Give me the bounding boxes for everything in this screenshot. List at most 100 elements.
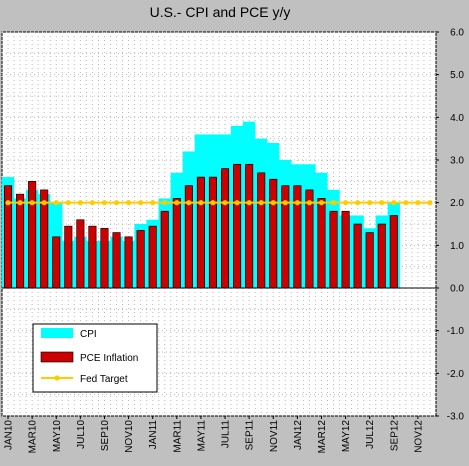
pce-bar: [245, 163, 254, 289]
pce-bar: [112, 232, 121, 289]
y-tick-label: 1.0: [450, 241, 464, 252]
pce-bar: [28, 181, 37, 289]
pce-bar: [220, 168, 230, 289]
fed-target-point: [89, 200, 96, 206]
fed-target-line: [5, 200, 433, 206]
legend-swatch-pce: [40, 351, 74, 363]
fed-target-point: [186, 200, 192, 206]
x-axis-ticks: JAN10 MAR10 MAY10 JUL10 SEP10 NOV10 JAN11 MAR11…: [4, 416, 424, 454]
x-tick-label: MAY10: [52, 420, 63, 452]
fed-target-point: [391, 200, 397, 206]
y-tick-label: -3.0: [447, 412, 465, 423]
fed-target-point: [403, 200, 409, 206]
legend: CPI PCE Inflation Fed Target: [32, 323, 158, 393]
pce-bar: [64, 225, 73, 289]
fed-target-point: [234, 200, 240, 206]
pce-bar: [124, 236, 133, 289]
x-tick-label: MAY12: [341, 420, 352, 452]
fed-target-point: [53, 200, 59, 206]
pce-bar: [329, 210, 338, 289]
pce-bar: [377, 223, 386, 289]
y-tick-label: 0.0: [450, 284, 464, 295]
x-tick-label: SEP11: [245, 420, 256, 451]
fed-target-point: [41, 200, 47, 206]
x-tick-label: NOV12: [413, 420, 424, 453]
fed-target-point: [210, 200, 216, 206]
fed-target-point: [198, 200, 204, 206]
pce-bar: [100, 227, 109, 289]
pce-bar: [389, 215, 398, 289]
pce-bar: [136, 230, 145, 289]
y-tick-label: 2.0: [450, 198, 464, 209]
legend-label-fed: Fed Target: [80, 374, 128, 385]
y-axis-ticks: -3.0 -2.0 -1.0 0.0 1.0 2.0 3.0 4.0 5.0 6.0: [436, 28, 464, 423]
pce-bar: [76, 219, 85, 289]
fed-target-point: [330, 200, 337, 206]
x-tick-label: NOV10: [124, 420, 135, 453]
pce-bar: [353, 223, 362, 289]
pce-bar: [52, 236, 61, 289]
pce-bar: [172, 198, 181, 289]
fed-target-point: [294, 200, 300, 206]
fed-target-point: [258, 200, 264, 206]
legend-swatch-cpi: [41, 328, 73, 338]
pce-bar: [160, 210, 169, 289]
fed-target-point: [174, 200, 180, 206]
pce-bar: [317, 198, 326, 289]
x-tick-label: JAN12: [293, 420, 304, 450]
x-tick-label: SEP10: [100, 420, 111, 452]
pce-bar: [269, 178, 278, 289]
x-tick-label: MAY11: [196, 420, 207, 452]
y-tick-label: -1.0: [447, 326, 465, 337]
fed-target-point: [270, 200, 276, 206]
fed-target-point: [367, 200, 373, 206]
fed-target-point: [113, 200, 120, 206]
fed-target-point: [5, 200, 11, 206]
fed-target-point: [342, 200, 349, 206]
pce-bar: [233, 163, 242, 289]
pce-bar: [257, 172, 266, 289]
x-tick-label: NOV11: [269, 420, 280, 452]
fed-target-point: [415, 200, 421, 206]
fed-target-point: [379, 200, 385, 206]
fed-target-point: [17, 200, 23, 206]
fed-target-point: [222, 200, 228, 206]
pce-bar: [196, 176, 205, 289]
fed-target-point: [77, 200, 83, 206]
pce-bar: [16, 193, 25, 289]
pce-bar: [365, 232, 374, 289]
x-tick-label: JUL10: [76, 420, 87, 449]
chart-title: U.S.- CPI and PCE y/y: [150, 4, 291, 20]
fed-target-point: [29, 200, 35, 206]
y-tick-label: 5.0: [450, 70, 464, 81]
x-tick-label: MAR10: [28, 420, 39, 454]
fed-target-point: [306, 200, 313, 206]
legend-label-pce: PCE Inflation: [80, 353, 138, 364]
x-tick-label: JUL11: [221, 420, 232, 449]
pce-bar: [208, 176, 218, 289]
fed-target-point: [246, 200, 252, 206]
fed-target-point: [282, 200, 288, 206]
x-tick-label: JAN11: [148, 420, 159, 450]
fed-target-point: [125, 200, 132, 206]
x-tick-label: MAR12: [317, 420, 328, 454]
x-tick-label: JAN10: [4, 420, 15, 450]
x-tick-label: SEP12: [389, 420, 400, 452]
fed-target-point: [150, 200, 156, 206]
y-tick-label: 4.0: [450, 113, 464, 124]
pce-bar: [88, 225, 97, 289]
fed-target-point: [138, 200, 144, 206]
fed-target-point: [101, 200, 108, 206]
fed-target-point: [162, 200, 168, 206]
legend-marker-fed: [54, 375, 60, 381]
fed-target-point: [318, 200, 325, 206]
fed-target-point: [427, 200, 433, 206]
y-tick-label: -2.0: [447, 369, 465, 380]
fed-target-point: [355, 200, 361, 206]
fed-target-point: [65, 200, 71, 206]
x-tick-label: JUL12: [365, 420, 376, 449]
legend-label-cpi: CPI: [80, 329, 97, 340]
x-tick-label: MAR11: [172, 420, 183, 453]
pce-bar: [341, 210, 350, 289]
